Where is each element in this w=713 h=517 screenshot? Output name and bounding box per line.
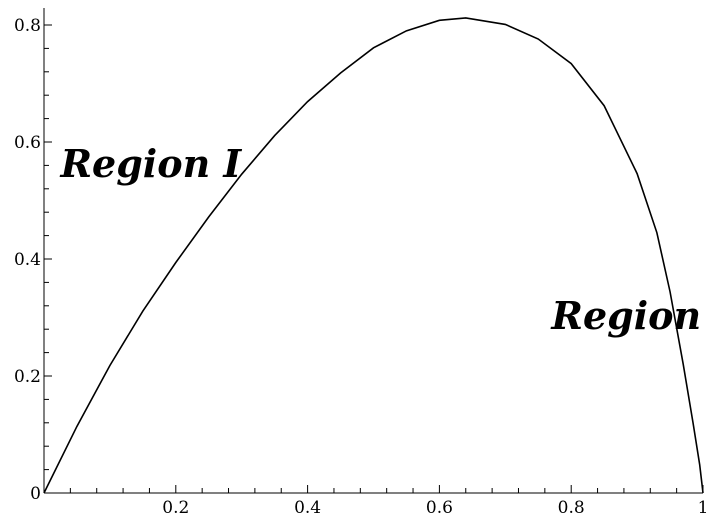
series-line bbox=[43, 17, 704, 494]
y-tick-label: 0.4 bbox=[14, 250, 41, 270]
y-tick-label: 0.6 bbox=[14, 133, 41, 153]
y-tick-label: 0.2 bbox=[14, 367, 41, 387]
x-tick-label: 1 bbox=[698, 498, 709, 517]
ticks bbox=[44, 24, 704, 493]
x-tick-label: 0.6 bbox=[426, 498, 453, 517]
x-tick-label: 0.2 bbox=[162, 498, 189, 517]
y-tick-label: 0 bbox=[30, 484, 41, 504]
y-tick-label: 0.8 bbox=[14, 16, 41, 36]
tick-labels: 0.2 0.4 0.6 0.8 1 0 0.2 0.4 0.6 0.8 bbox=[14, 16, 708, 517]
axes bbox=[43, 8, 703, 494]
region-i-label: Region I bbox=[59, 141, 242, 186]
x-tick-label: 0.8 bbox=[558, 498, 585, 517]
x-tick-label: 0.4 bbox=[294, 498, 321, 517]
region-ii-label: Region II bbox=[550, 293, 713, 338]
annotations: Region I Region II bbox=[59, 141, 713, 338]
